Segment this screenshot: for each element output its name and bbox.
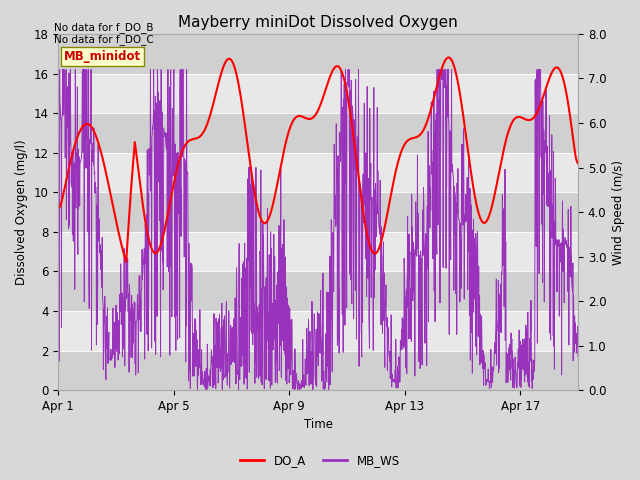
Bar xyxy=(58,113,578,153)
Bar xyxy=(58,34,578,73)
X-axis label: Time: Time xyxy=(304,419,333,432)
Text: No data for f_DO_B: No data for f_DO_B xyxy=(54,22,154,33)
Legend: DO_A, MB_WS: DO_A, MB_WS xyxy=(236,449,404,472)
Bar xyxy=(58,192,578,232)
Text: No data for f_DO_C: No data for f_DO_C xyxy=(54,34,154,45)
Y-axis label: Wind Speed (m/s): Wind Speed (m/s) xyxy=(612,159,625,264)
Title: Mayberry miniDot Dissolved Oxygen: Mayberry miniDot Dissolved Oxygen xyxy=(179,15,458,30)
Text: MB_minidot: MB_minidot xyxy=(63,50,141,63)
Y-axis label: Dissolved Oxygen (mg/l): Dissolved Oxygen (mg/l) xyxy=(15,139,28,285)
Bar xyxy=(58,350,578,390)
Bar xyxy=(58,271,578,311)
